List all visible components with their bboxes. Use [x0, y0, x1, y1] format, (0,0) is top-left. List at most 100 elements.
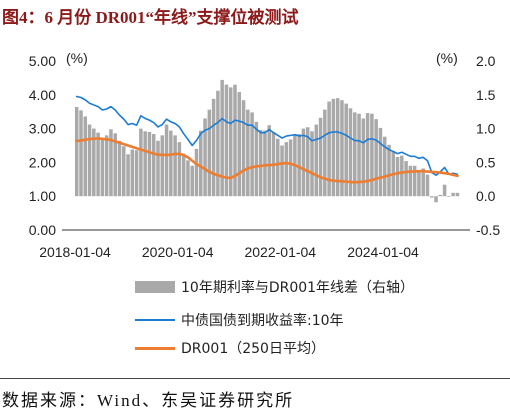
right-axis-tick-label: 2.0 — [476, 53, 496, 69]
legend-swatch-spread — [135, 281, 175, 293]
spread-bar — [357, 113, 361, 197]
spread-bar — [143, 131, 147, 197]
spread-bar — [425, 174, 430, 197]
chart: (%) (%) 0.00 1.00 2.00 3.00 4.00 5.00 -0… — [29, 50, 501, 260]
spread-bar — [276, 138, 280, 197]
spread-bar — [382, 136, 387, 197]
spread-bar — [164, 124, 169, 197]
x-axis-tick-label: 2024-01-04 — [347, 244, 419, 260]
spread-bar — [199, 130, 203, 197]
spread-bar — [318, 117, 323, 197]
spread-bar — [228, 87, 233, 197]
legend-label-spread: 10年期利率与DR001年线差（右轴） — [181, 280, 415, 296]
spread-bar — [387, 144, 391, 197]
spread-bar — [297, 134, 301, 197]
source-note: 数据来源：Wind、东吴证券研究所 — [2, 391, 295, 410]
spread-bar — [434, 196, 438, 203]
spread-bar — [186, 160, 190, 197]
spread-bar — [194, 148, 199, 197]
spread-bar — [327, 101, 331, 197]
x-axis-tick-label: 2022-01-04 — [244, 244, 316, 260]
right-axis-tick-label: -0.5 — [476, 222, 500, 238]
spread-bar — [395, 156, 400, 197]
spread-bar — [100, 138, 105, 197]
spread-bar — [344, 103, 348, 197]
spread-bar — [117, 140, 122, 197]
spread-bar — [151, 134, 156, 197]
left-axis-tick-label: 1.00 — [29, 188, 56, 204]
spread-bar — [224, 84, 229, 197]
spread-bars — [74, 79, 460, 203]
spread-bar — [374, 119, 378, 197]
spread-bar — [280, 145, 284, 197]
left-axis-tick-label: 2.00 — [29, 154, 56, 170]
spread-bar — [177, 142, 182, 197]
spread-bar — [254, 121, 259, 197]
spread-bar — [310, 131, 314, 197]
spread-bar — [96, 132, 100, 197]
spread-bar — [400, 155, 404, 197]
spread-bar — [233, 84, 237, 197]
spread-bar — [113, 133, 117, 197]
spread-bar — [361, 118, 366, 197]
spread-bar — [404, 161, 408, 197]
source-divider — [0, 378, 510, 379]
spread-bar — [126, 154, 130, 197]
spread-bar — [438, 194, 443, 197]
spread-bar — [207, 109, 212, 197]
spread-bar — [130, 149, 135, 197]
spread-bar — [323, 109, 327, 197]
right-axis-tick-label: 1.5 — [476, 87, 496, 103]
spread-bar — [156, 140, 160, 197]
right-axis-tick-label: 1.0 — [476, 121, 496, 137]
spread-bar — [267, 125, 271, 197]
spread-bar — [412, 165, 417, 197]
spread-bar — [430, 196, 434, 198]
spread-bar — [378, 127, 383, 197]
spread-bar — [314, 124, 319, 197]
left-axis-tick-label: 5.00 — [29, 53, 56, 69]
spread-bar — [122, 146, 126, 197]
spread-bar — [288, 139, 293, 197]
spread-bar — [348, 108, 353, 197]
spread-bar — [331, 98, 336, 197]
spread-bar — [246, 109, 250, 197]
spread-bar — [250, 112, 254, 197]
right-axis-unit: (%) — [436, 50, 458, 66]
spread-bar — [340, 100, 344, 197]
spread-bar — [83, 116, 88, 197]
legend-label-dr001: DR001（250日平均） — [181, 341, 325, 357]
spread-bar — [301, 128, 306, 197]
spread-bar — [442, 184, 447, 197]
legend-swatch-dr001 — [135, 346, 175, 350]
spread-bar — [258, 129, 263, 197]
spread-bar — [417, 170, 421, 197]
spread-bar — [92, 128, 96, 197]
spread-bar — [104, 135, 109, 197]
spread-bar — [353, 112, 357, 197]
spread-bar — [305, 127, 310, 197]
left-axis-tick-label: 4.00 — [29, 87, 56, 103]
spread-bar — [74, 106, 79, 197]
yield-10y-line — [75, 95, 459, 177]
spread-bar — [365, 113, 370, 197]
spread-bar — [169, 130, 173, 197]
spread-bar — [109, 129, 113, 197]
spread-bar — [263, 130, 267, 197]
legend-swatch-yield-10y — [135, 319, 175, 321]
spread-bar — [160, 135, 165, 197]
legend-label-yield-10y: 中债国债到期收益率:10年 — [181, 313, 344, 329]
left-axis-tick-label: 3.00 — [29, 121, 56, 137]
spread-bar — [173, 135, 177, 197]
left-axis-tick-label: 0.00 — [29, 222, 56, 238]
spread-bar — [134, 150, 139, 197]
x-axis-tick-label: 2020-01-04 — [142, 244, 214, 260]
legend-item-spread: 10年期利率与DR001年线差（右轴） — [135, 279, 415, 296]
legend-item-yield-10y: 中债国债到期收益率:10年 — [135, 312, 344, 329]
spread-bar — [139, 128, 143, 197]
spread-bar — [455, 192, 460, 197]
spread-bar — [79, 110, 83, 197]
spread-bar — [211, 98, 216, 197]
x-axis-tick-label: 2018-01-04 — [39, 244, 111, 260]
spread-bar — [203, 118, 207, 197]
